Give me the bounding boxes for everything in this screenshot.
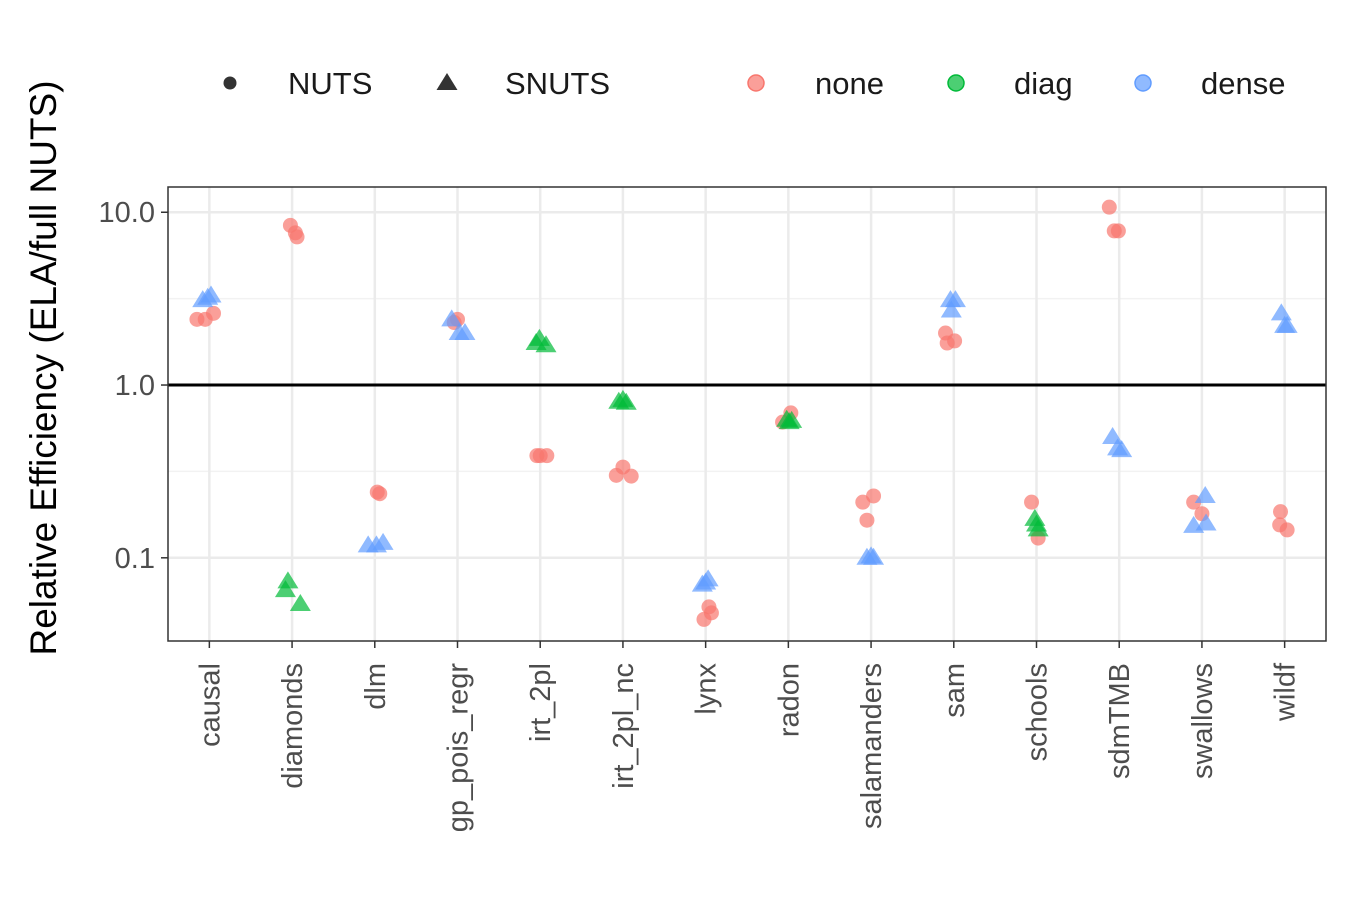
nuts-point (1273, 504, 1289, 520)
snuts-point (697, 569, 719, 587)
legend-triangle-icon (436, 73, 458, 90)
x-tick-label: radon (773, 663, 805, 737)
nuts-point (623, 468, 639, 484)
snuts-point (1276, 315, 1298, 333)
panel-border (167, 186, 1327, 642)
x-tick-label: dlm (360, 663, 392, 710)
y-tick-label: 10.0 (99, 197, 155, 229)
x-tick-label: diamonds (277, 663, 309, 789)
snuts-point (535, 335, 557, 353)
nuts-point (1110, 223, 1126, 239)
x-tick-label: schools (1022, 663, 1054, 761)
legend-color-swatch (947, 74, 965, 92)
snuts-point (441, 309, 463, 327)
snuts-point (1027, 519, 1049, 537)
x-tick-label: swallows (1187, 663, 1219, 779)
x-tick-label: irt_2pl (525, 663, 557, 742)
legend-label: SNUTS (505, 66, 610, 101)
legend-color-swatch (1134, 74, 1152, 92)
legend-item-snuts: SNUTS (436, 66, 610, 101)
x-tick-label: irt_2pl_nc (608, 663, 640, 789)
legend-color-swatch (747, 74, 765, 92)
nuts-point (947, 333, 963, 349)
x-tick-label: sdmTMB (1104, 663, 1136, 779)
snuts-point (1270, 303, 1292, 321)
snuts-point (940, 300, 962, 318)
snuts-point (372, 532, 394, 550)
legend-label: diag (1014, 66, 1073, 101)
legend-label: none (815, 66, 884, 101)
y-tick-label: 1.0 (115, 370, 155, 402)
nuts-point (1101, 199, 1117, 215)
nuts-point (1186, 494, 1202, 510)
data-points (189, 199, 1298, 627)
snuts-point (274, 580, 296, 598)
snuts-point (615, 392, 637, 410)
snuts-point (781, 410, 803, 428)
nuts-point (703, 605, 719, 621)
x-tick-label: wildf (1270, 662, 1302, 722)
nuts-point (866, 488, 882, 504)
y-axis-title: Relative Efficiency (ELA/full NUTS) (23, 80, 64, 655)
legend-label: NUTS (288, 66, 372, 101)
legend-item-nuts: NUTS (223, 66, 372, 101)
snuts-point (1194, 485, 1216, 503)
y-axis: 0.1 1.0 10.0 (99, 197, 168, 575)
legend-item-diag: diag (947, 66, 1073, 101)
nuts-point (205, 305, 221, 321)
nuts-point (289, 229, 305, 245)
legend: NUTS SNUTS none diag dense (223, 66, 1285, 101)
legend-circle-icon (223, 76, 237, 90)
snuts-point (1195, 513, 1217, 531)
snuts-point (1111, 440, 1133, 458)
nuts-point (539, 448, 555, 464)
legend-item-dense: dense (1134, 66, 1285, 101)
legend-item-none: none (747, 66, 884, 101)
x-tick-label: sam (939, 663, 971, 718)
nuts-point (859, 512, 875, 528)
x-tick-label: lynx (691, 663, 723, 715)
y-tick-label: 0.1 (115, 543, 155, 575)
snuts-point (277, 571, 299, 589)
grid-lines (168, 187, 1326, 641)
x-tick-label: gp_pois_regr (443, 663, 475, 833)
nuts-point (1279, 522, 1295, 538)
x-tick-label: salamanders (856, 663, 888, 829)
nuts-point (372, 486, 388, 502)
snuts-point (200, 285, 222, 303)
x-axis: causal diamonds dlm gp_pois_regr irt_2pl irt_… (194, 641, 1302, 833)
x-tick-label: causal (194, 663, 226, 747)
snuts-point (944, 290, 966, 308)
snuts-point (863, 547, 885, 565)
snuts-point (454, 323, 476, 341)
legend-label: dense (1201, 66, 1285, 101)
snuts-point (289, 594, 311, 612)
nuts-point (1024, 494, 1040, 510)
